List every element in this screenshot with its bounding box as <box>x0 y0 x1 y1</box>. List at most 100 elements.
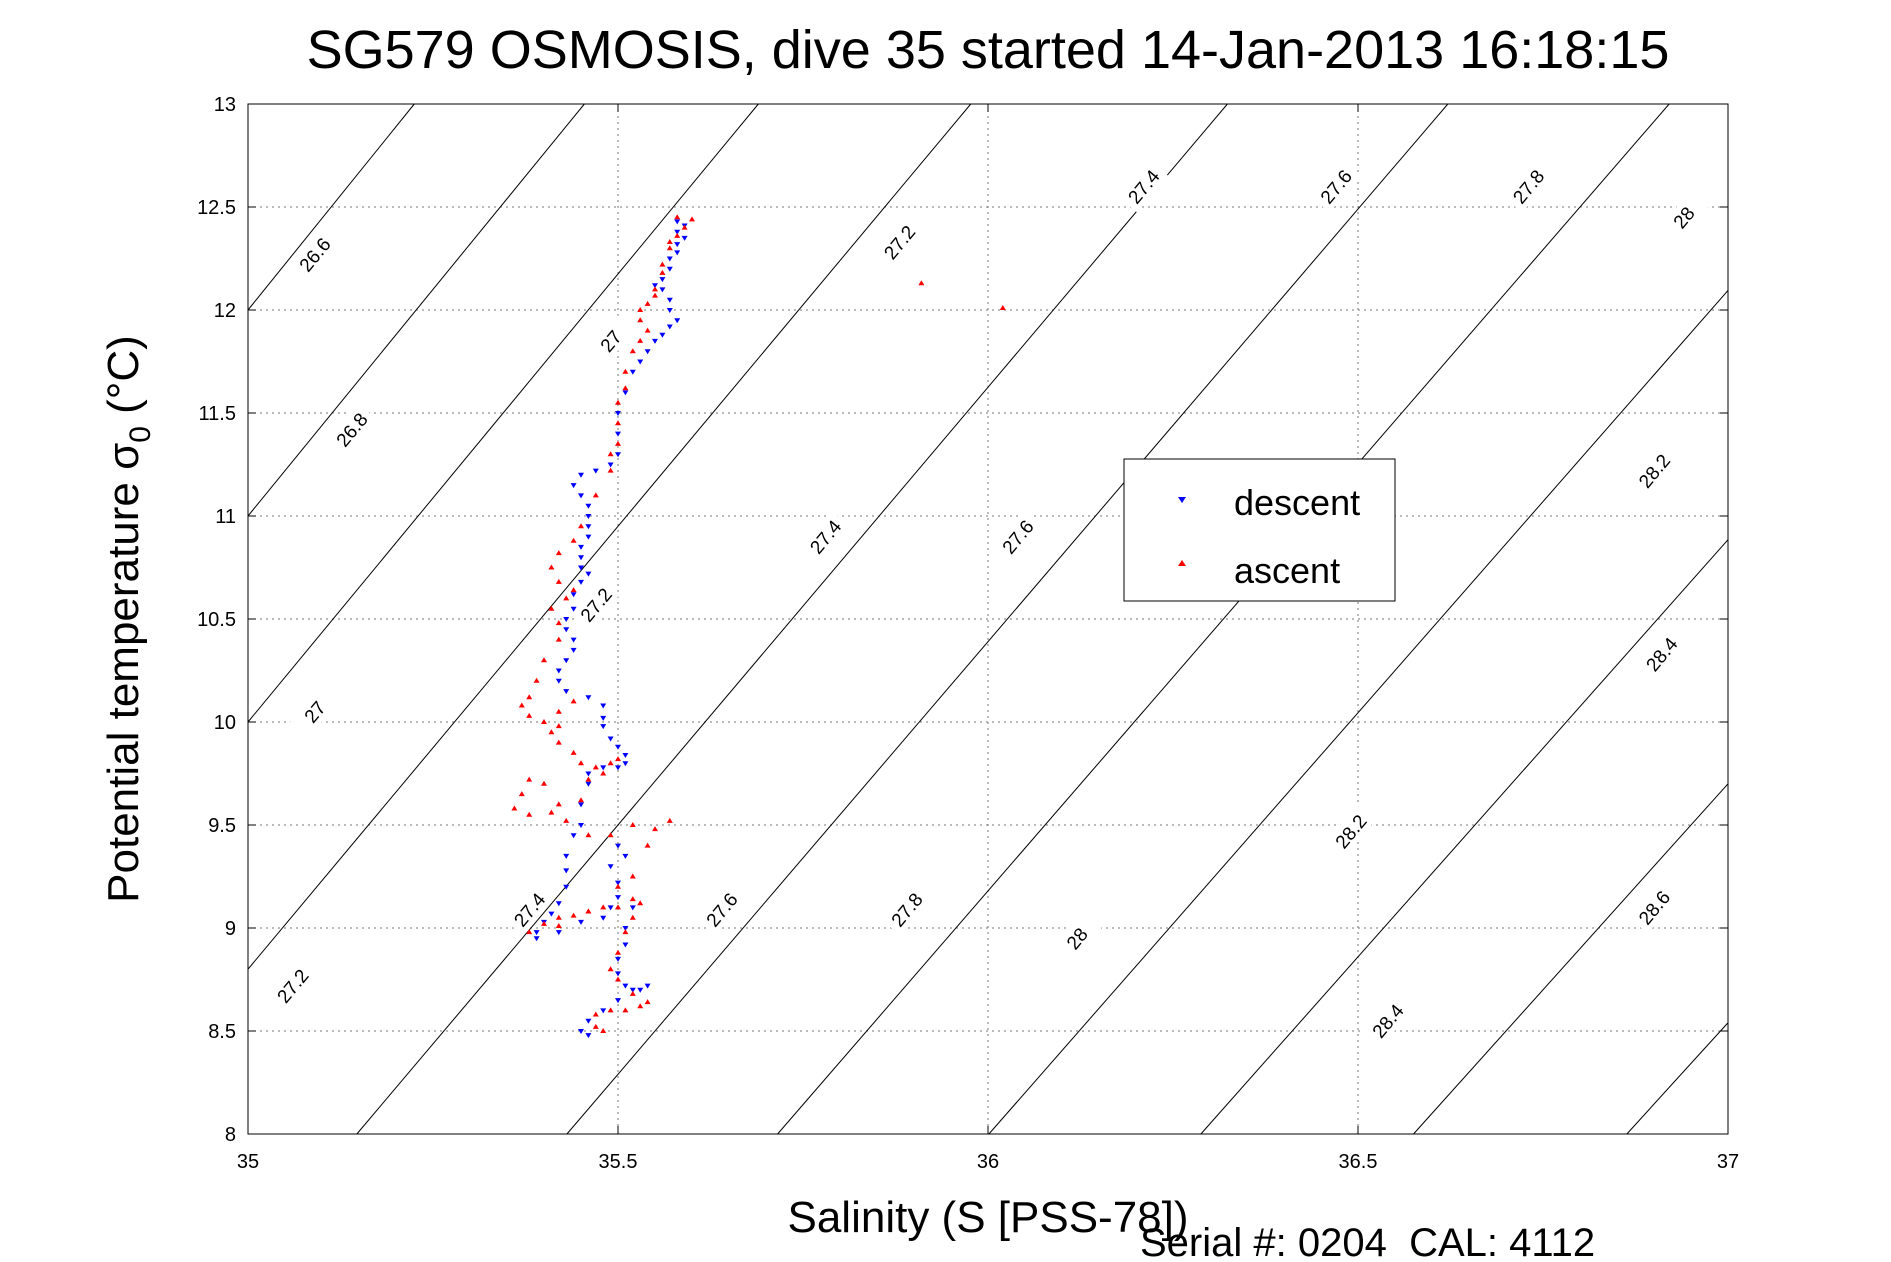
y-axis-ticks: 8 8.5 9 9.5 10 10.5 11 11.5 12 12.5 13 <box>197 94 1728 1146</box>
contour-label-bg <box>1326 805 1376 858</box>
descent-point <box>666 308 673 313</box>
descent-point <box>563 868 570 874</box>
ascent-point <box>681 224 688 230</box>
ascent-point <box>622 929 629 935</box>
y-tick-label: 9 <box>225 918 236 940</box>
svg-text:Potential temperature σ0 (°C): Potential temperature σ0 (°C) <box>99 335 157 903</box>
ascent-point <box>541 719 547 724</box>
ascent-point <box>518 791 525 797</box>
ascent-point <box>607 760 614 766</box>
ascent-point <box>518 702 525 708</box>
density-contour-line <box>247 103 415 311</box>
density-contour-line <box>247 103 759 723</box>
descent-point <box>570 483 577 489</box>
descent-point <box>570 637 577 643</box>
legend-descent-label: descent <box>1234 482 1360 523</box>
descent-point <box>666 324 673 330</box>
ascent-point <box>629 822 636 827</box>
y-tick-label: 12 <box>214 300 236 322</box>
descent-point <box>615 765 621 771</box>
ascent-point <box>622 368 629 374</box>
descent-point <box>600 715 607 721</box>
descent-point <box>533 930 540 936</box>
ascent-point <box>666 245 673 251</box>
descent-point <box>578 555 584 561</box>
ascent-point <box>674 232 681 238</box>
descent-point <box>600 724 607 730</box>
legend: descent ascent <box>1123 458 1396 602</box>
descent-point <box>644 349 651 355</box>
contour-label-bg <box>800 510 850 563</box>
ascent-point <box>600 1028 607 1033</box>
contour-label-bg <box>993 510 1043 563</box>
descent-point <box>622 761 629 767</box>
contour-label-bg <box>1636 627 1686 681</box>
ascent-point <box>615 440 621 446</box>
descent-point <box>570 606 577 612</box>
legend-box <box>1123 458 1396 602</box>
descent-point <box>615 431 621 437</box>
ascent-point <box>555 636 562 642</box>
descent-point <box>585 695 592 701</box>
descent-point <box>615 452 621 458</box>
descent-point <box>637 359 644 365</box>
x-axis-label: Salinity (S [PSS-78]) <box>787 1193 1188 1242</box>
ascent-point <box>607 451 614 457</box>
descent-point <box>615 998 621 1004</box>
descent-point <box>578 565 584 571</box>
ascent-point <box>555 739 562 745</box>
legend-ascent-marker <box>1178 560 1186 566</box>
ascent-point <box>615 883 621 889</box>
ascent-point <box>629 873 636 879</box>
ascent-point <box>526 811 533 817</box>
descent-point <box>578 1029 584 1034</box>
descent-point <box>585 514 592 519</box>
descent-point <box>600 915 607 921</box>
descent-point <box>607 462 614 468</box>
density-contour-line <box>247 103 972 970</box>
ascent-point <box>607 966 614 972</box>
ascent-point <box>541 657 547 663</box>
y-tick-label: 11 <box>215 506 236 528</box>
ascent-point <box>622 1007 629 1013</box>
contour-label-bg <box>504 883 554 936</box>
descent-point <box>607 864 614 870</box>
descent-point <box>563 884 570 890</box>
descent-point <box>563 627 570 633</box>
y-axis-label-unit: (°C) <box>99 335 148 414</box>
descent-point <box>585 524 592 530</box>
ascent-point <box>563 817 570 823</box>
ascent-point <box>652 826 658 832</box>
ascent-point <box>615 949 621 955</box>
ascent-point <box>592 1023 599 1029</box>
x-tick-label: 36 <box>977 1151 999 1173</box>
ascent-point <box>570 537 577 543</box>
legend-descent-marker <box>1178 497 1186 503</box>
ascent-point <box>659 269 666 275</box>
descent-point <box>570 833 577 839</box>
ascent-point <box>526 929 533 935</box>
descent-point <box>615 411 621 416</box>
ascent-point <box>615 756 621 762</box>
density-contour-line <box>988 290 1729 1135</box>
descent-point <box>578 823 584 828</box>
descent-point <box>533 936 540 942</box>
descent-point <box>585 534 592 540</box>
y-tick-label: 10.5 <box>197 609 236 631</box>
ascent-point <box>689 216 695 222</box>
descent-point <box>563 658 570 664</box>
ascent-point <box>555 620 562 626</box>
descent-point <box>622 983 629 989</box>
density-contour-line <box>356 103 1228 1135</box>
y-tick-label: 8 <box>225 1124 236 1146</box>
ascent-point <box>629 914 636 920</box>
ascent-point <box>570 587 577 593</box>
descent-point <box>652 338 658 344</box>
descent-point <box>563 617 570 622</box>
descent-point <box>570 592 577 598</box>
ascent-point <box>644 842 651 848</box>
ascent-point <box>652 286 658 292</box>
contour-label-bg <box>697 883 747 936</box>
descent-point <box>674 242 681 248</box>
